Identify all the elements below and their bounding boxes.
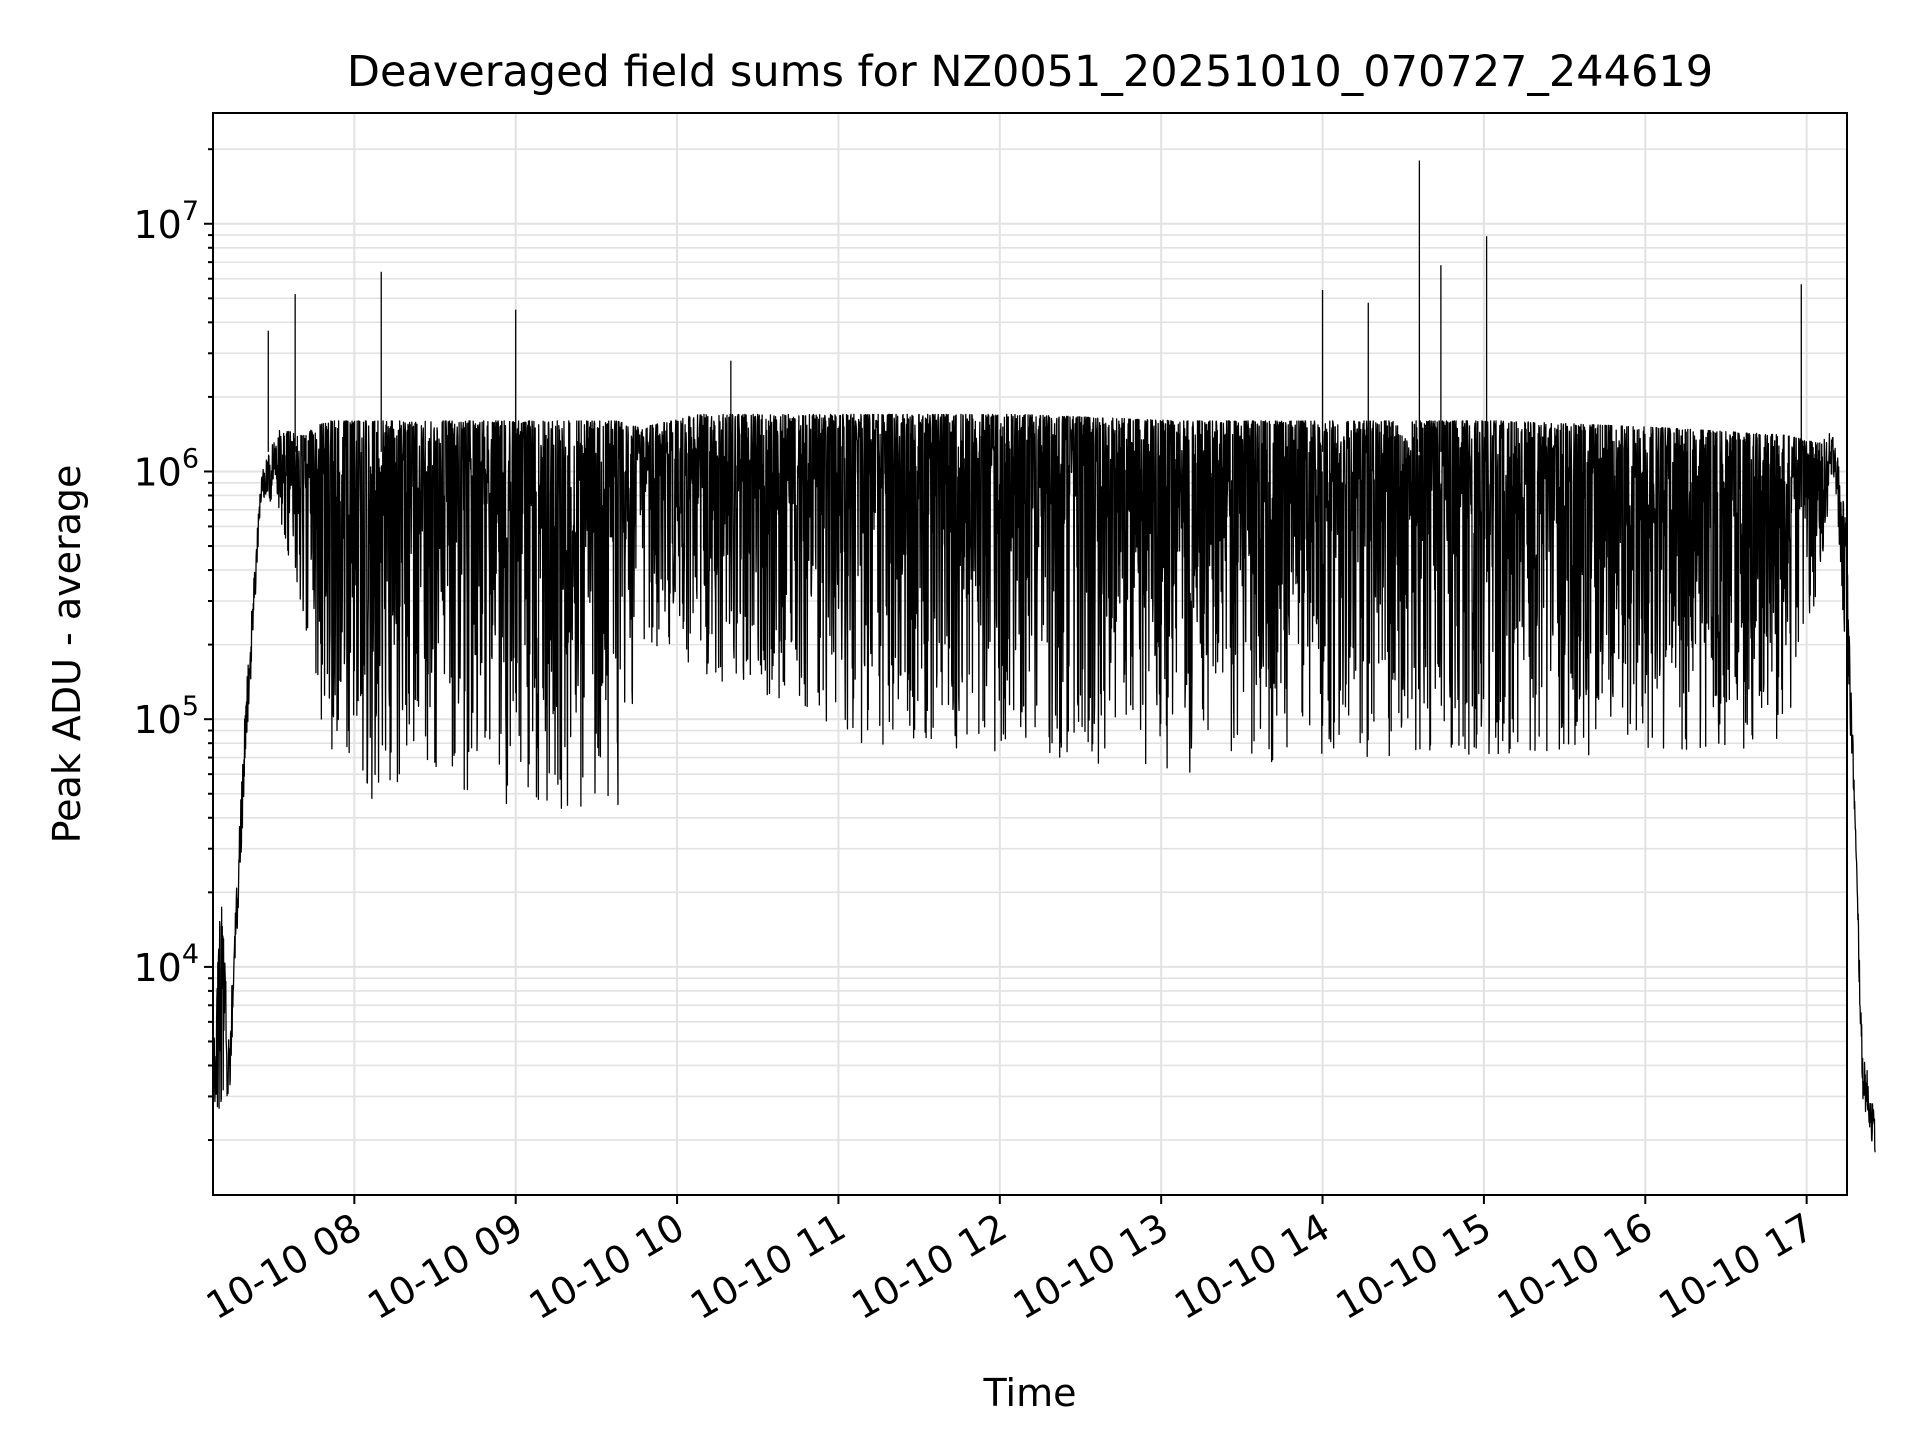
chart-title: Deaveraged field sums for NZ0051_2025101… xyxy=(347,47,1713,97)
x-tick-label: 10-10 15 xyxy=(1328,1205,1498,1329)
x-axis-label: Time xyxy=(983,1371,1077,1415)
y-axis: 104 105 106 107 xyxy=(133,148,213,1142)
x-tick-label: 10-10 09 xyxy=(360,1205,530,1329)
plot-frame xyxy=(212,112,1848,1196)
series-layer xyxy=(212,413,1876,1153)
x-tick-label: 10-10 11 xyxy=(683,1205,853,1329)
y-tick-label: 105 xyxy=(133,691,199,742)
y-tick-label: 104 xyxy=(133,939,199,990)
x-tick-label: 10-10 12 xyxy=(844,1205,1014,1329)
y-tick-label: 106 xyxy=(133,443,199,494)
x-tick-label: 10-10 08 xyxy=(199,1205,369,1329)
x-tick-label: 10-10 17 xyxy=(1651,1205,1821,1329)
x-tick-label: 10-10 10 xyxy=(522,1205,692,1329)
x-tick-label: 10-10 13 xyxy=(1006,1205,1176,1329)
x-tick-label: 10-10 14 xyxy=(1167,1205,1337,1329)
series-line xyxy=(212,413,1876,1153)
y-axis-label: Peak ADU - average xyxy=(45,465,89,844)
y-tick-label: 107 xyxy=(133,196,199,247)
spike-layer xyxy=(267,160,1802,452)
x-tick-label: 10-10 16 xyxy=(1490,1205,1660,1329)
